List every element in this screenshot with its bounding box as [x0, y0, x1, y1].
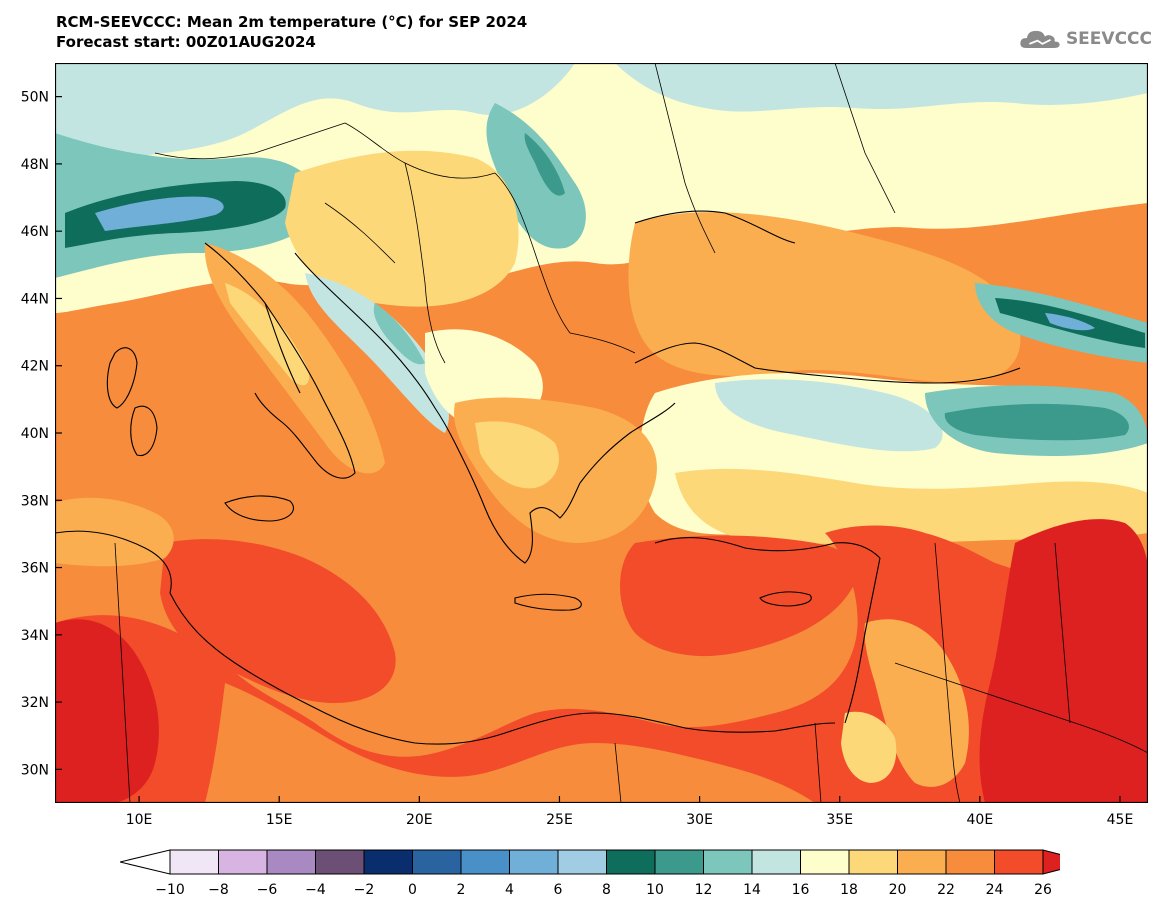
zone-anatolia-east-dark [944, 403, 1129, 441]
cloud-icon [1020, 30, 1060, 48]
colorbar-box [703, 849, 753, 875]
map-ticks [55, 96, 1121, 803]
lat-tick-label: 38N [21, 493, 49, 509]
colorbar-box [848, 849, 898, 875]
logo-text: SEEVCCC [1065, 29, 1152, 49]
colorbar-box [994, 849, 1044, 875]
zone-carpathians-dark [524, 133, 565, 196]
colorbar-label: −6 [257, 882, 278, 898]
lat-tick-label: 36N [21, 561, 49, 577]
colorbar-label: 14 [743, 882, 761, 898]
country-borders [114, 63, 1148, 803]
lon-tick-label: 10E [126, 812, 153, 828]
lat-tick-label: 42N [21, 359, 49, 375]
zone-syria-mild [864, 619, 969, 787]
lat-tick-label: 48N [21, 157, 49, 173]
colorbar-label: −2 [354, 882, 375, 898]
title-line-1: RCM-SEEVCCC: Mean 2m temperature (°C) fo… [56, 13, 528, 31]
zone-arabia-hot [979, 519, 1148, 803]
lat-tick-label: 34N [21, 628, 49, 644]
colorbar-label: 12 [695, 882, 713, 898]
lon-tick-label: 20E [406, 812, 433, 828]
zone-tunisia-mild [55, 497, 174, 567]
colorbar-label: 10 [646, 882, 664, 898]
colorbar-box [412, 849, 462, 875]
seevccc-logo: SEEVCCC [1018, 22, 1152, 56]
colorbar-label: 26 [1034, 882, 1052, 898]
zone-north-cool [55, 63, 575, 175]
coastlines [55, 210, 1021, 745]
colorbar-box [169, 849, 219, 875]
colorbar-box [266, 849, 316, 875]
colorbar-box [654, 849, 704, 875]
colorbar-over-arrow [1042, 849, 1060, 875]
zone-north-cool-2 [615, 63, 1148, 112]
zone-north-africa-warm [205, 683, 815, 803]
colorbar-label: 4 [505, 882, 514, 898]
zone-mediterranean-hot [160, 539, 396, 703]
colorbar-label: 22 [937, 882, 955, 898]
zone-pannonian [285, 150, 519, 307]
colorbar-box [606, 849, 656, 875]
colorbar-label: 16 [792, 882, 810, 898]
lon-tick-label: 35E [826, 812, 853, 828]
colorbar-label: 24 [986, 882, 1004, 898]
colorbar-box [800, 849, 850, 875]
zone-sinai-mild [841, 711, 897, 783]
colorbar-box [897, 849, 947, 875]
colorbar-label: 20 [889, 882, 907, 898]
zone-black-sea [628, 212, 1021, 383]
colorbar-under-arrow [120, 849, 171, 875]
lat-tick-label: 44N [21, 291, 49, 307]
colorbar-label: 18 [840, 882, 858, 898]
zone-greece-mild [475, 421, 559, 489]
colorbar-box [509, 849, 559, 875]
colorbar-box [557, 849, 607, 875]
zone-alps-blue [95, 196, 224, 231]
zone-balkan-cool [305, 273, 449, 433]
lat-tick-label: 46N [21, 224, 49, 240]
colorbar-label: −4 [305, 882, 326, 898]
zone-anatolia-south [675, 468, 1148, 544]
lon-tick-label: 15E [266, 812, 293, 828]
colorbar-box [218, 849, 268, 875]
zone-balkan-teal [373, 303, 425, 365]
colorbar-label: 6 [554, 882, 563, 898]
zone-carpathians [486, 103, 586, 249]
lon-tick-label: 30E [686, 812, 713, 828]
zone-levant-hot [620, 535, 858, 657]
colorbar-box [945, 849, 995, 875]
title-line-2: Forecast start: 00Z01AUG2024 [56, 33, 316, 51]
lat-tick-label: 50N [21, 90, 49, 106]
lat-tick-label: 32N [21, 695, 49, 711]
colorbar-box [460, 849, 510, 875]
temperature-map [55, 63, 1148, 803]
zone-caucasus-blue [1045, 313, 1095, 331]
colorbar-box [315, 849, 365, 875]
zone-anatolia-cool [715, 379, 943, 452]
colorbar-label: −8 [208, 882, 229, 898]
lon-tick-label: 40E [967, 812, 994, 828]
zone-libya-hot [55, 619, 159, 803]
colorbar-legend: −10 −8 −6 −4 −2 0 2 4 6 8 10 12 14 16 18 20 22 24 26 [120, 849, 1060, 898]
map-title: RCM-SEEVCCC: Mean 2m temperature (°C) fo… [56, 12, 527, 52]
lat-tick-label: 40N [21, 426, 49, 442]
colorbar-box [751, 849, 801, 875]
lat-tick-label: 30N [21, 762, 49, 778]
colorbar-label: 8 [602, 882, 611, 898]
colorbar-label: −10 [155, 882, 185, 898]
zone-italy-mild [225, 283, 310, 386]
lon-tick-label: 45E [1107, 812, 1134, 828]
colorbar-label: 0 [408, 882, 417, 898]
colorbar-label: 2 [457, 882, 466, 898]
colorbar-box [363, 849, 413, 875]
lon-tick-label: 25E [546, 812, 573, 828]
